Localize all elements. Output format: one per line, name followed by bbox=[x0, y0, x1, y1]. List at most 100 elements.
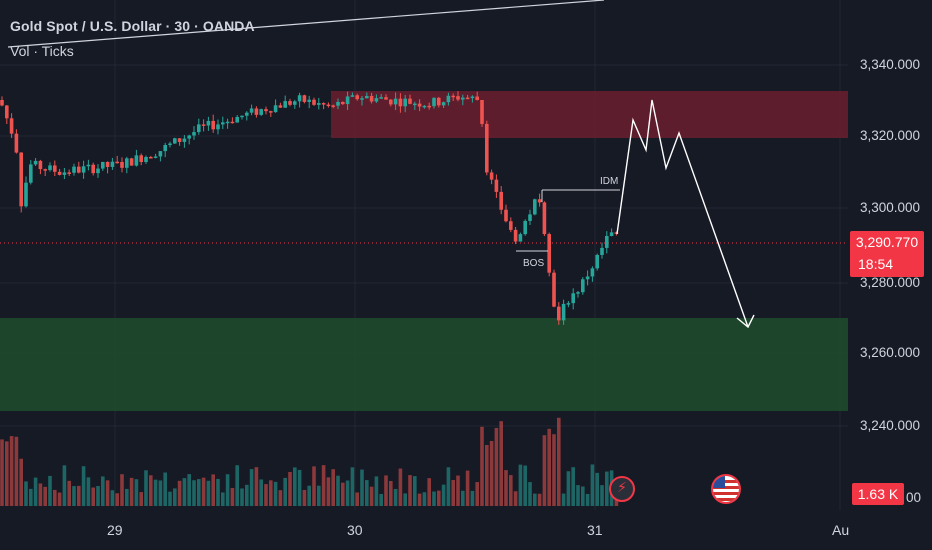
candle-body bbox=[317, 103, 321, 105]
volume-bar bbox=[581, 486, 585, 506]
candle-body bbox=[461, 97, 465, 100]
volume-bar bbox=[29, 488, 33, 506]
candle-body bbox=[187, 135, 191, 139]
volume-bar bbox=[518, 464, 523, 506]
candle-body bbox=[605, 235, 609, 248]
volume-bar bbox=[485, 444, 489, 506]
current-price-badge: 3,290.770 18:54 bbox=[850, 231, 924, 277]
candle-body bbox=[283, 101, 287, 108]
volume-bar bbox=[504, 470, 508, 506]
candle-body bbox=[331, 105, 335, 107]
candle-body bbox=[182, 138, 187, 142]
candle-body bbox=[379, 97, 383, 99]
candle-body bbox=[321, 103, 326, 105]
volume-bar bbox=[441, 484, 446, 506]
candle-body bbox=[293, 101, 297, 105]
volume-bar bbox=[494, 427, 499, 506]
candle-body bbox=[307, 99, 311, 102]
volume-bar bbox=[451, 480, 455, 506]
price-tick: 3,300.000 bbox=[860, 200, 921, 215]
candle-body bbox=[393, 98, 398, 105]
candle-body bbox=[456, 96, 460, 100]
volume-bar bbox=[374, 476, 379, 506]
candle-body bbox=[110, 161, 115, 167]
volume-bar bbox=[288, 472, 292, 506]
candle-body bbox=[163, 145, 167, 152]
volume-bar bbox=[269, 480, 273, 506]
candle-body bbox=[326, 104, 331, 107]
volume-bar bbox=[393, 488, 398, 506]
candle-body bbox=[427, 105, 431, 108]
candle-body bbox=[297, 95, 302, 102]
candle-body bbox=[139, 155, 143, 163]
volume-bar bbox=[53, 489, 57, 506]
volume-bar bbox=[566, 471, 571, 506]
volume-bar bbox=[600, 485, 604, 506]
candle-body bbox=[345, 96, 350, 105]
volume-bar bbox=[537, 493, 542, 506]
candle-body bbox=[245, 112, 249, 116]
price-tick: 3,240.000 bbox=[860, 418, 921, 433]
candle-body bbox=[576, 292, 580, 294]
candle-body bbox=[417, 103, 422, 107]
volume-legend[interactable]: Vol · Ticks bbox=[10, 43, 74, 59]
candle-body bbox=[465, 97, 470, 100]
candle-body bbox=[206, 120, 211, 126]
candle-body bbox=[24, 182, 28, 207]
candle-body bbox=[513, 229, 518, 242]
candle-body bbox=[312, 99, 316, 105]
lightning-icon[interactable]: ⚡︎ bbox=[609, 476, 635, 502]
us-flag-icon[interactable] bbox=[711, 474, 741, 504]
volume-bar bbox=[523, 465, 527, 506]
volume-value-badge: 1.63 K bbox=[852, 483, 904, 505]
volume-bar bbox=[350, 467, 355, 506]
volume-bar bbox=[206, 480, 211, 506]
candle-body bbox=[273, 105, 278, 113]
candle-body bbox=[336, 101, 340, 106]
volume-bar bbox=[0, 439, 4, 506]
volume-bar bbox=[5, 441, 9, 506]
volume-bar bbox=[413, 476, 417, 506]
candle-body bbox=[288, 101, 292, 105]
candle-body bbox=[485, 123, 489, 173]
volume-bar bbox=[547, 428, 551, 506]
candle-body bbox=[614, 232, 619, 234]
projection-arrowhead bbox=[736, 314, 755, 329]
candle-body bbox=[600, 247, 604, 255]
candle-body bbox=[278, 105, 283, 108]
candle-body bbox=[129, 158, 134, 166]
candle-body bbox=[398, 98, 403, 107]
volume-bar bbox=[33, 477, 38, 506]
volume-bar bbox=[91, 487, 95, 506]
candle-body bbox=[105, 161, 110, 167]
symbol-title[interactable]: Gold Spot / U.S. Dollar · 30 · OANDA bbox=[10, 18, 255, 34]
volume-bar bbox=[245, 484, 249, 506]
candle-body bbox=[437, 97, 441, 106]
candle-body bbox=[96, 168, 100, 174]
candle-body bbox=[57, 171, 62, 175]
volume-bar bbox=[321, 465, 326, 506]
candle-body bbox=[470, 96, 475, 99]
volume-bar bbox=[19, 458, 23, 506]
candle-body bbox=[81, 166, 86, 173]
candle-body bbox=[571, 293, 575, 304]
volume-bar bbox=[312, 466, 316, 506]
volume-bar bbox=[129, 477, 134, 506]
volume-bar bbox=[542, 435, 547, 506]
idm-label: IDM bbox=[600, 176, 618, 187]
volume-bar bbox=[509, 475, 513, 506]
candle-body bbox=[43, 169, 47, 171]
volume-bar bbox=[96, 485, 100, 506]
candle-body bbox=[211, 120, 215, 130]
volume-bar bbox=[201, 477, 206, 506]
volume-bar bbox=[465, 470, 470, 506]
candle-body bbox=[134, 155, 139, 166]
candle-body bbox=[494, 179, 499, 192]
candle-body bbox=[101, 161, 105, 169]
volume-bar bbox=[153, 479, 158, 506]
candle-body bbox=[341, 101, 345, 105]
candle-body bbox=[518, 234, 523, 242]
volume-bar bbox=[317, 485, 321, 506]
